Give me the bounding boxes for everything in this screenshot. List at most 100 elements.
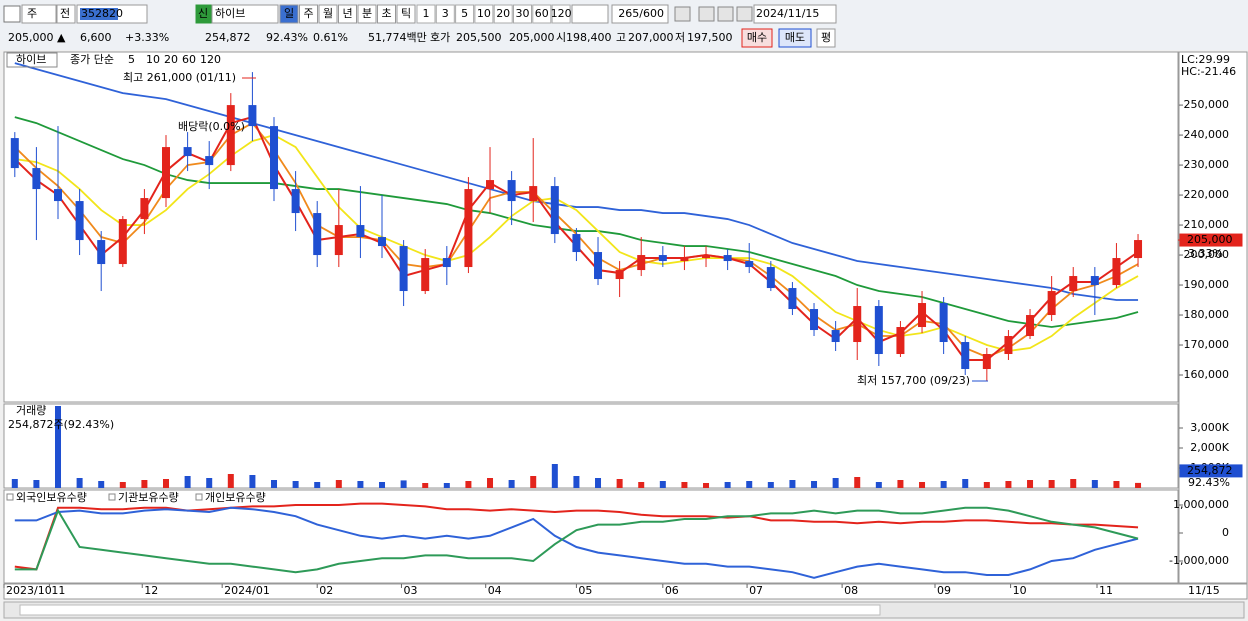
tick-button[interactable] bbox=[493, 4, 513, 24]
volume-bar bbox=[271, 480, 278, 488]
volume-bar bbox=[76, 478, 83, 488]
volume-bar bbox=[875, 482, 882, 488]
interval-button[interactable] bbox=[338, 4, 357, 24]
interval-label: 월 bbox=[323, 7, 333, 20]
holding-line bbox=[14, 506, 1139, 579]
interval-button[interactable] bbox=[299, 4, 318, 24]
volume-bar bbox=[227, 474, 234, 488]
candle-body bbox=[421, 258, 430, 292]
tick-label: 3 bbox=[442, 7, 449, 20]
date-input[interactable] bbox=[753, 4, 837, 24]
candle-body bbox=[54, 189, 63, 202]
volume-bar bbox=[854, 477, 861, 488]
candle-body bbox=[810, 309, 819, 331]
interval-button[interactable] bbox=[396, 4, 416, 24]
tick-button[interactable] bbox=[551, 4, 571, 24]
quote-change-rate: +3.33% bbox=[125, 31, 169, 44]
volume-bar bbox=[1070, 479, 1077, 488]
x-tick-label: 11 bbox=[1099, 584, 1113, 597]
tool-icon[interactable] bbox=[698, 6, 715, 22]
y-tick-label: 1,000,000 bbox=[1173, 498, 1229, 511]
interval-button[interactable] bbox=[318, 4, 338, 24]
title-box bbox=[6, 52, 58, 68]
name-input[interactable] bbox=[211, 4, 279, 24]
candle-body bbox=[1047, 291, 1056, 316]
volume-bar bbox=[335, 480, 342, 488]
interval-button[interactable] bbox=[279, 4, 299, 24]
volume-bar bbox=[11, 479, 18, 488]
buy-button[interactable] bbox=[741, 28, 773, 48]
volume-bar bbox=[897, 480, 904, 488]
tool-icon[interactable] bbox=[736, 6, 753, 22]
tick-button[interactable] bbox=[416, 4, 436, 24]
tick-button[interactable] bbox=[474, 4, 494, 24]
sell-button[interactable] bbox=[778, 28, 812, 48]
volume-bar bbox=[33, 480, 40, 488]
lc-label: LC:29.99 bbox=[1181, 53, 1230, 66]
interval-label: 초 bbox=[381, 7, 391, 20]
volume-bar bbox=[659, 481, 666, 488]
candle-body bbox=[442, 258, 451, 268]
period-select[interactable] bbox=[21, 4, 57, 24]
volume-bar bbox=[422, 483, 429, 488]
holding-line bbox=[14, 506, 1139, 574]
volume-bar bbox=[638, 482, 645, 488]
x-tick-label: 06 bbox=[665, 584, 679, 597]
tick-label: 10 bbox=[477, 7, 491, 20]
unit-select[interactable] bbox=[571, 4, 609, 24]
candle-body bbox=[464, 189, 473, 268]
quote-volume-rate: 92.43% bbox=[266, 31, 308, 44]
sell-label: 매도 bbox=[785, 31, 805, 44]
interval-button[interactable] bbox=[377, 4, 396, 24]
quote-open-label: 시 bbox=[556, 31, 566, 44]
volume-bar bbox=[119, 482, 126, 488]
count-box[interactable] bbox=[611, 4, 669, 24]
candle-body bbox=[853, 306, 862, 343]
candle-body bbox=[140, 198, 149, 220]
candle-body bbox=[313, 213, 322, 256]
y-tick-label: 2,000K bbox=[1190, 441, 1229, 454]
candle-body bbox=[961, 342, 970, 370]
candle-body bbox=[205, 156, 214, 166]
y-tick-label: 170,000 bbox=[1184, 338, 1230, 351]
x-tick-label: 02 bbox=[319, 584, 333, 597]
candle-body bbox=[702, 255, 711, 259]
volume-bar bbox=[983, 482, 990, 488]
volume-bar bbox=[98, 481, 105, 488]
quote-price: 205,000 ▲ bbox=[8, 31, 66, 44]
quote-turnover: 0.61% bbox=[313, 31, 348, 44]
interval-button[interactable] bbox=[357, 4, 377, 24]
scope-select[interactable] bbox=[56, 4, 76, 24]
period-type: 주 bbox=[27, 7, 37, 20]
avg-button[interactable] bbox=[816, 28, 836, 48]
candle-body bbox=[637, 255, 646, 271]
scroll-track[interactable] bbox=[19, 604, 881, 616]
tick-button[interactable] bbox=[513, 4, 532, 24]
candle-body bbox=[723, 255, 732, 262]
legend-entry: 20 bbox=[164, 53, 178, 66]
candle-body bbox=[1004, 336, 1013, 355]
candle-body bbox=[874, 306, 883, 355]
candle-body bbox=[550, 186, 559, 235]
volume-bar bbox=[314, 482, 321, 488]
tick-label: 30 bbox=[516, 7, 530, 20]
volume-bar bbox=[573, 476, 580, 488]
tick-label: 5 bbox=[461, 7, 468, 20]
candle-body bbox=[270, 126, 279, 190]
x-tick-label: 10 bbox=[1013, 584, 1027, 597]
tick-button[interactable] bbox=[435, 4, 455, 24]
candle-body bbox=[162, 147, 171, 199]
date: 2024/11/15 bbox=[756, 7, 819, 20]
tick-button[interactable] bbox=[532, 4, 552, 24]
y-tick-label: 240,000 bbox=[1184, 128, 1230, 141]
stock-code: 352820 bbox=[81, 7, 123, 20]
tool-icon[interactable] bbox=[674, 6, 691, 22]
y-tick-label: 160,000 bbox=[1184, 368, 1230, 381]
menu-icon[interactable] bbox=[3, 5, 21, 23]
tick-button[interactable] bbox=[455, 4, 475, 24]
y-tick-label: 210,000 bbox=[1184, 218, 1230, 231]
holdings-panel bbox=[3, 489, 1179, 584]
tool-icon[interactable] bbox=[717, 6, 734, 22]
interval-label: 년 bbox=[342, 7, 352, 20]
candle-body bbox=[1026, 315, 1035, 337]
